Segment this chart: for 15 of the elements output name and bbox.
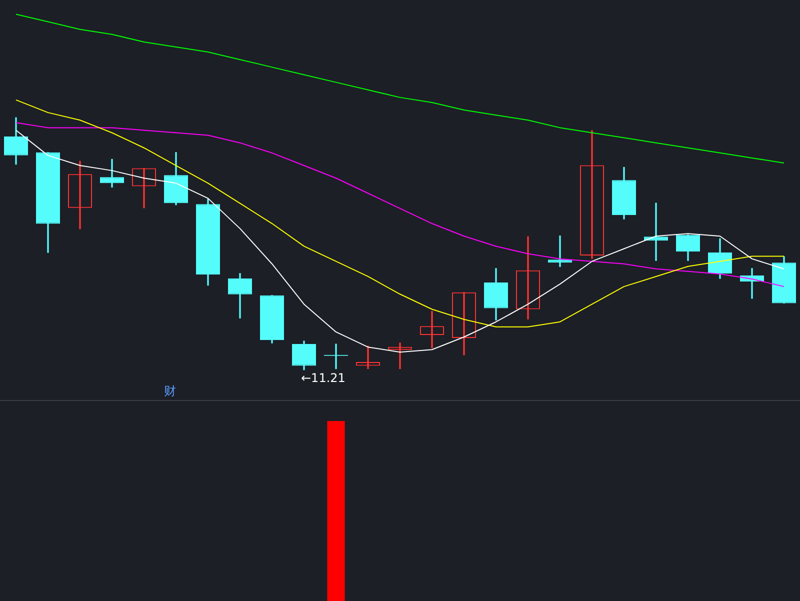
text: 财 xyxy=(164,384,176,398)
candlestick xyxy=(580,130,604,259)
candlestick xyxy=(612,166,636,220)
candlestick xyxy=(196,198,220,286)
text: ←11.21 xyxy=(301,370,346,385)
candlestick xyxy=(260,295,284,344)
candlestick xyxy=(4,117,28,165)
candlestick xyxy=(36,152,60,253)
candlestick xyxy=(676,234,700,261)
candlestick xyxy=(100,158,124,188)
candlestick xyxy=(68,160,92,230)
candlestick xyxy=(420,310,444,348)
candlestick xyxy=(484,268,508,320)
candlestick xyxy=(292,340,316,370)
candlestick xyxy=(228,273,252,318)
